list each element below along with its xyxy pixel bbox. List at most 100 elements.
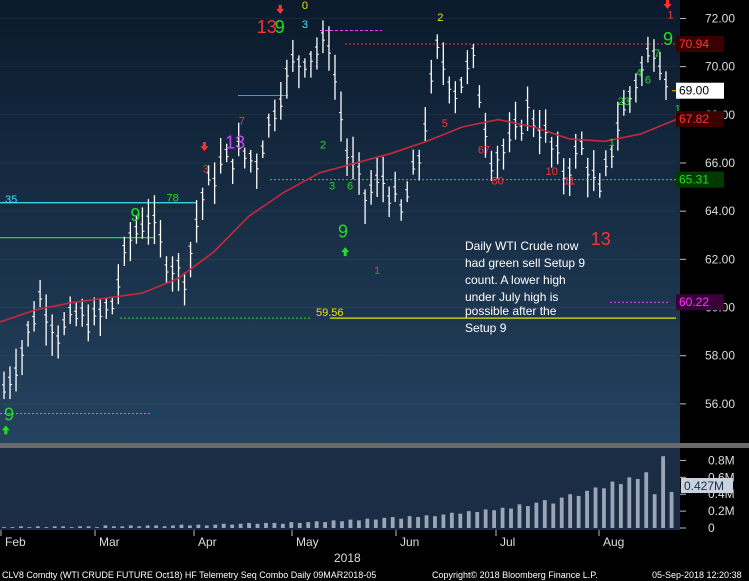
volume-bar: [365, 518, 370, 528]
volume-bar: [306, 522, 311, 528]
price-tag-box: [676, 82, 724, 99]
volume-bar: [458, 513, 463, 528]
price-tag-box: [676, 171, 724, 188]
td-count-label: 3: [203, 164, 209, 176]
volume-bar: [61, 526, 66, 528]
annotation-line-5: possible after the: [465, 304, 557, 318]
volume-bar: [644, 472, 649, 528]
td-count-label: 13: [225, 133, 245, 153]
td-count-label: 4: [636, 67, 642, 79]
volume-bar: [78, 526, 82, 528]
td-count-label: 3: [329, 180, 335, 192]
volume-bar: [542, 500, 547, 528]
volume-bar: [390, 517, 395, 528]
td-count-label: 2: [437, 12, 443, 24]
volume-bar: [509, 508, 513, 528]
price-tag-box: [676, 35, 724, 52]
volume-bar: [145, 525, 150, 528]
month-label: Aug: [603, 535, 624, 549]
td-count-label: 9: [338, 222, 348, 242]
panel-separator: [0, 443, 749, 448]
volume-bar: [449, 512, 454, 528]
volume-bar: [475, 511, 480, 528]
volume-bar: [373, 519, 378, 528]
volume-bar: [534, 502, 539, 528]
price-panel-background: [0, 0, 680, 443]
volume-bar: [264, 522, 268, 528]
footer-left: CLV8 Comdty (WTI CRUDE FUTURE Oct18) HF …: [2, 570, 376, 580]
volume-bar: [154, 525, 159, 528]
volume-bar: [551, 503, 556, 528]
price-value-tags: 70.94 69.00 67.82 65.31 60.22: [676, 35, 724, 311]
volume-bar: [568, 494, 573, 528]
buy-arrow-icon: [1, 425, 10, 435]
volume-bar: [466, 511, 471, 528]
volume-bar: [171, 525, 175, 528]
sell-arrow-icon: [200, 142, 209, 152]
annotation-line-1: Daily WTI Crude now: [465, 239, 579, 253]
price-tag-label: 69.00: [679, 84, 709, 98]
volume-bar: [69, 527, 74, 528]
month-label: Mar: [99, 535, 120, 549]
td-count-label: 9: [663, 29, 673, 49]
volume-bar: [652, 494, 657, 528]
volume-bar: [289, 522, 294, 528]
volume-bar: [585, 490, 589, 528]
yellow-level-label: 59.56: [316, 307, 344, 319]
annotation-text: Daily WTI Crude now had green sell Setup…: [465, 239, 585, 335]
volume-bar: [27, 527, 32, 528]
volume-bar: [593, 487, 598, 528]
td-count-label: 6: [645, 74, 651, 86]
volume-bar: [10, 527, 15, 528]
footer-center: Copyright© 2018 Bloomberg Finance L.P.: [432, 570, 598, 580]
td-count-label: 23: [618, 96, 630, 108]
volume-bar: [433, 516, 437, 528]
volume-bar: [103, 525, 108, 528]
td-count-label: 3: [302, 19, 308, 31]
volume-tick-label: 0.8M: [708, 453, 735, 467]
volume-bar: [424, 515, 429, 528]
volume-bar: [669, 491, 674, 528]
volume-bar: [323, 522, 328, 528]
moving-average-line: [0, 118, 677, 323]
month-label: Jun: [400, 535, 419, 549]
td-count-label: 13: [591, 229, 611, 249]
volume-bar: [162, 526, 167, 528]
price-tick-label: 56.00: [705, 397, 735, 411]
volume-bar: [627, 477, 632, 528]
price-tick-label: 70.00: [705, 60, 735, 74]
volume-bar: [188, 525, 192, 528]
td-count-label: 5: [442, 118, 448, 130]
price-tick-label: 58.00: [705, 349, 735, 363]
td-count-label: 9: [275, 17, 285, 37]
td-count-label: 9: [130, 205, 140, 225]
volume-bar: [661, 456, 666, 528]
cyan-level-label: .35: [2, 194, 17, 206]
month-label: May: [296, 535, 319, 549]
volume-bar: [382, 517, 387, 528]
volume-bar: [35, 526, 40, 528]
td-count-label: 6: [347, 180, 353, 192]
volume-bar: [517, 504, 522, 528]
volume-tick-label: 0: [708, 521, 715, 535]
volume-bar: [179, 524, 184, 528]
volume-bar: [19, 526, 23, 528]
volume-bar: [120, 526, 125, 528]
td-count-label: 0: [302, 0, 308, 12]
volume-current-label: 0.427M: [684, 479, 724, 493]
volume-bar: [272, 522, 277, 528]
volume-bar: [559, 497, 564, 528]
td-count-label: 10: [546, 166, 558, 178]
x-axis-year: 2018: [334, 551, 361, 565]
volume-current-tag: [681, 478, 733, 493]
volume-bar: [441, 514, 446, 528]
td-count-label: 1: [609, 137, 615, 149]
volume-tick-label: 0.2M: [708, 504, 735, 518]
volume-bar: [196, 524, 201, 528]
annotation-line-6: Setup 9: [465, 321, 507, 335]
month-label: Feb: [5, 535, 26, 549]
volume-bar: [2, 527, 6, 528]
td-count-label: 67: [478, 144, 490, 156]
td-count-label: 78: [166, 193, 178, 205]
